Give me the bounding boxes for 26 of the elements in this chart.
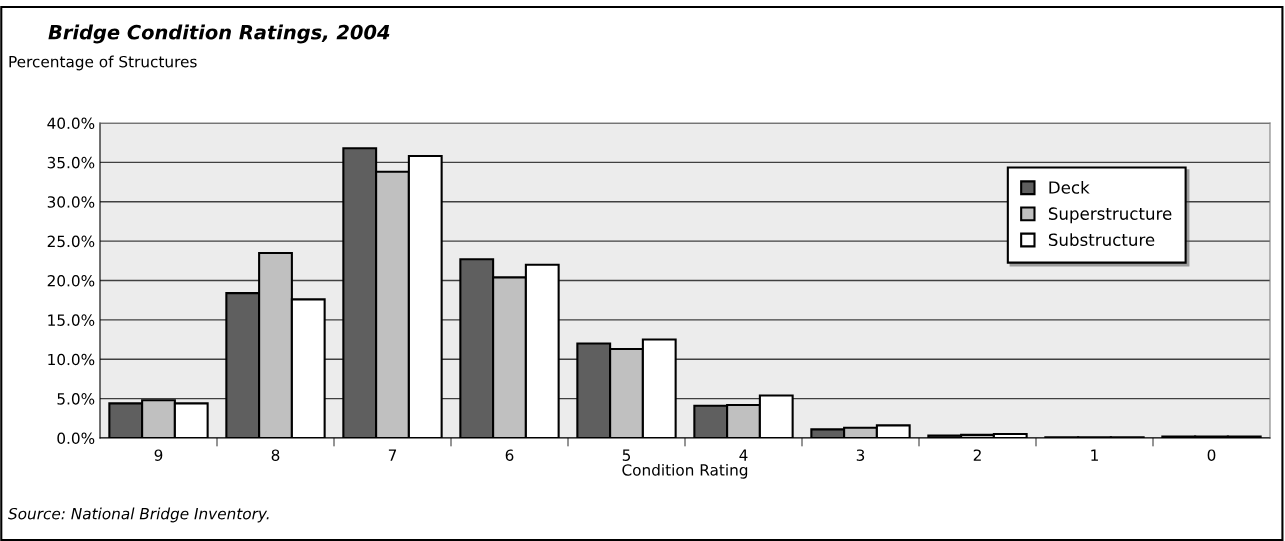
legend-label: Substructure [1048,233,1155,247]
x-axis-title: Condition Rating [622,463,748,479]
y-tick-label: 20.0% [47,274,95,287]
source-note: Source: National Bridge Inventory. [8,507,269,523]
x-tick-label: 5 [622,449,631,461]
y-tick-label: 35.0% [47,156,95,169]
y-tick-label: 15.0% [48,314,95,326]
x-tick-label: 7 [388,449,397,461]
y-tick-label: 40.0% [47,117,95,130]
x-tick-label: 2 [973,449,981,461]
legend-label: Superstructure [1048,207,1172,224]
y-tick-label: 10.0% [48,353,95,366]
x-tick-label: 1 [1091,449,1098,461]
y-tick-label: 25.0% [47,235,95,248]
y-tick-label: 0.0% [57,432,95,445]
y-axis-title: Percentage of Structures [9,55,197,71]
x-tick-label: 8 [271,449,280,461]
y-tick-label: 5.0% [57,393,95,405]
y-tick-label: 30.0% [47,196,95,208]
x-tick-label: 6 [505,449,514,461]
x-tick-label: 3 [856,449,865,461]
legend-label: Deck [1049,180,1090,194]
chart-title: Bridge Condition Ratings, 2004 [48,24,390,44]
x-tick-label: 4 [739,449,748,461]
x-tick-label: 9 [154,449,163,461]
x-tick-label: 0 [1207,449,1216,461]
